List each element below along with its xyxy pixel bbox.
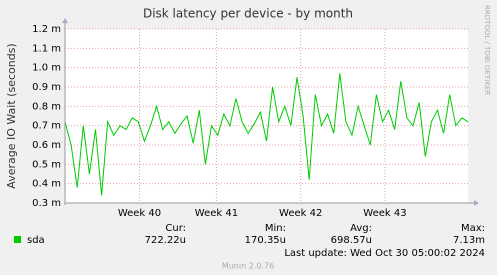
legend-stat: 698.57u	[331, 235, 372, 246]
x-tick-label: Week 43	[363, 208, 406, 219]
legend-stat: 7.13m	[453, 235, 485, 246]
plot-area	[65, 29, 468, 203]
series-line	[64, 73, 469, 196]
y-tick-label: 1.0 m	[32, 63, 61, 74]
legend-stat: 170.35u	[245, 235, 286, 246]
x-tick-label: Week 41	[195, 208, 238, 219]
y-axis-label: Average IO Wait (seconds)	[5, 43, 18, 188]
stat-header: Cur:	[165, 223, 186, 234]
x-tick-label: Week 42	[279, 208, 322, 219]
y-tick-label: 0.9 m	[32, 82, 61, 93]
stat-header: Max:	[461, 223, 485, 234]
y-tick-label: 1.2 m	[32, 24, 61, 35]
y-tick-label: 0.5 m	[32, 159, 61, 170]
legend-swatch	[14, 236, 21, 243]
y-tick-label: 1.1 m	[32, 43, 61, 54]
legend-label: sda	[27, 235, 45, 246]
y-tick-label: 0.4 m	[32, 179, 61, 190]
chart-title: Disk latency per device - by month	[143, 7, 353, 21]
y-tick-label: 0.7 m	[32, 121, 61, 132]
legend-stat: 722.22u	[145, 235, 186, 246]
stat-header: Avg:	[350, 223, 372, 234]
stat-header: Min:	[265, 223, 286, 234]
last-update: Last update: Wed Oct 30 05:00:02 2024	[284, 248, 485, 259]
y-tick-label: 0.3 m	[32, 198, 61, 209]
y-axis-arrow	[62, 18, 68, 23]
footer: Munin 2.0.76	[222, 262, 274, 271]
side-text: RRDTOOL / TOBI OETIKER	[483, 5, 491, 95]
x-axis-arrow	[474, 200, 479, 206]
y-tick-label: 0.8 m	[32, 101, 61, 112]
y-tick-label: 0.6 m	[32, 140, 61, 151]
x-tick-label: Week 40	[118, 208, 161, 219]
